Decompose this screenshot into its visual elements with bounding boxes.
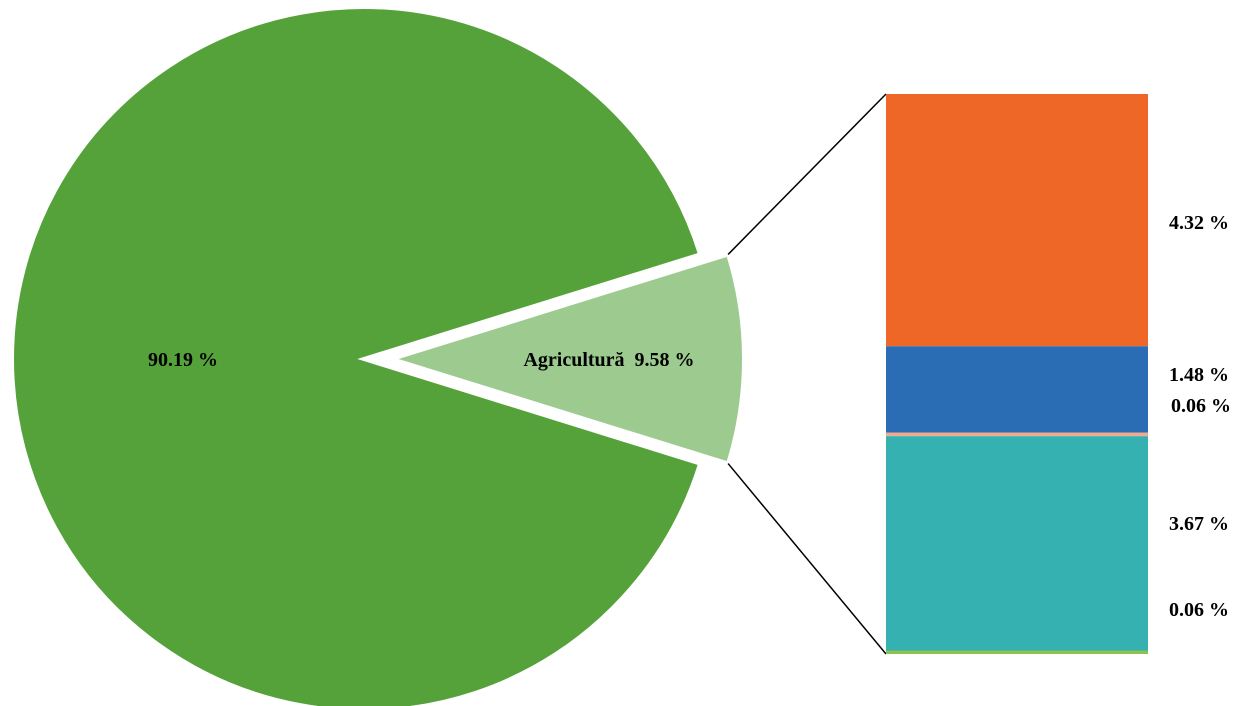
bar-label-5: 0.06 % <box>1169 599 1229 621</box>
breakdown-bar <box>886 94 1148 654</box>
bar-label-3: 0.06 % <box>1171 395 1231 417</box>
data-labels: 90.19 % Agricultură 9.58 % 4.32 % 1.48 % … <box>148 212 1231 621</box>
slice-value-agriculture: 9.58 % <box>635 349 695 371</box>
slice-name-agriculture: Agricultură <box>523 349 624 371</box>
bar-segment-3 <box>886 432 1148 437</box>
pie-slice-agriculture <box>385 251 746 467</box>
connector-lines <box>727 93 887 655</box>
pie-group <box>10 5 746 706</box>
bar-segment-2 <box>886 346 1148 433</box>
bar-segment-5 <box>886 650 1148 654</box>
pie-slice-main <box>10 5 703 706</box>
slice-label-agriculture: Agricultură 9.58 % <box>523 349 694 371</box>
connector-line-top <box>727 93 887 255</box>
bar-segment-1 <box>886 94 1148 347</box>
bar-segment-4 <box>886 436 1148 651</box>
slice-label-main: 90.19 % <box>148 349 218 371</box>
bar-label-4: 3.67 % <box>1169 513 1229 535</box>
bar-label-2: 1.48 % <box>1169 364 1229 386</box>
connector-line-bottom <box>727 463 887 655</box>
bar-label-1: 4.32 % <box>1169 212 1229 234</box>
